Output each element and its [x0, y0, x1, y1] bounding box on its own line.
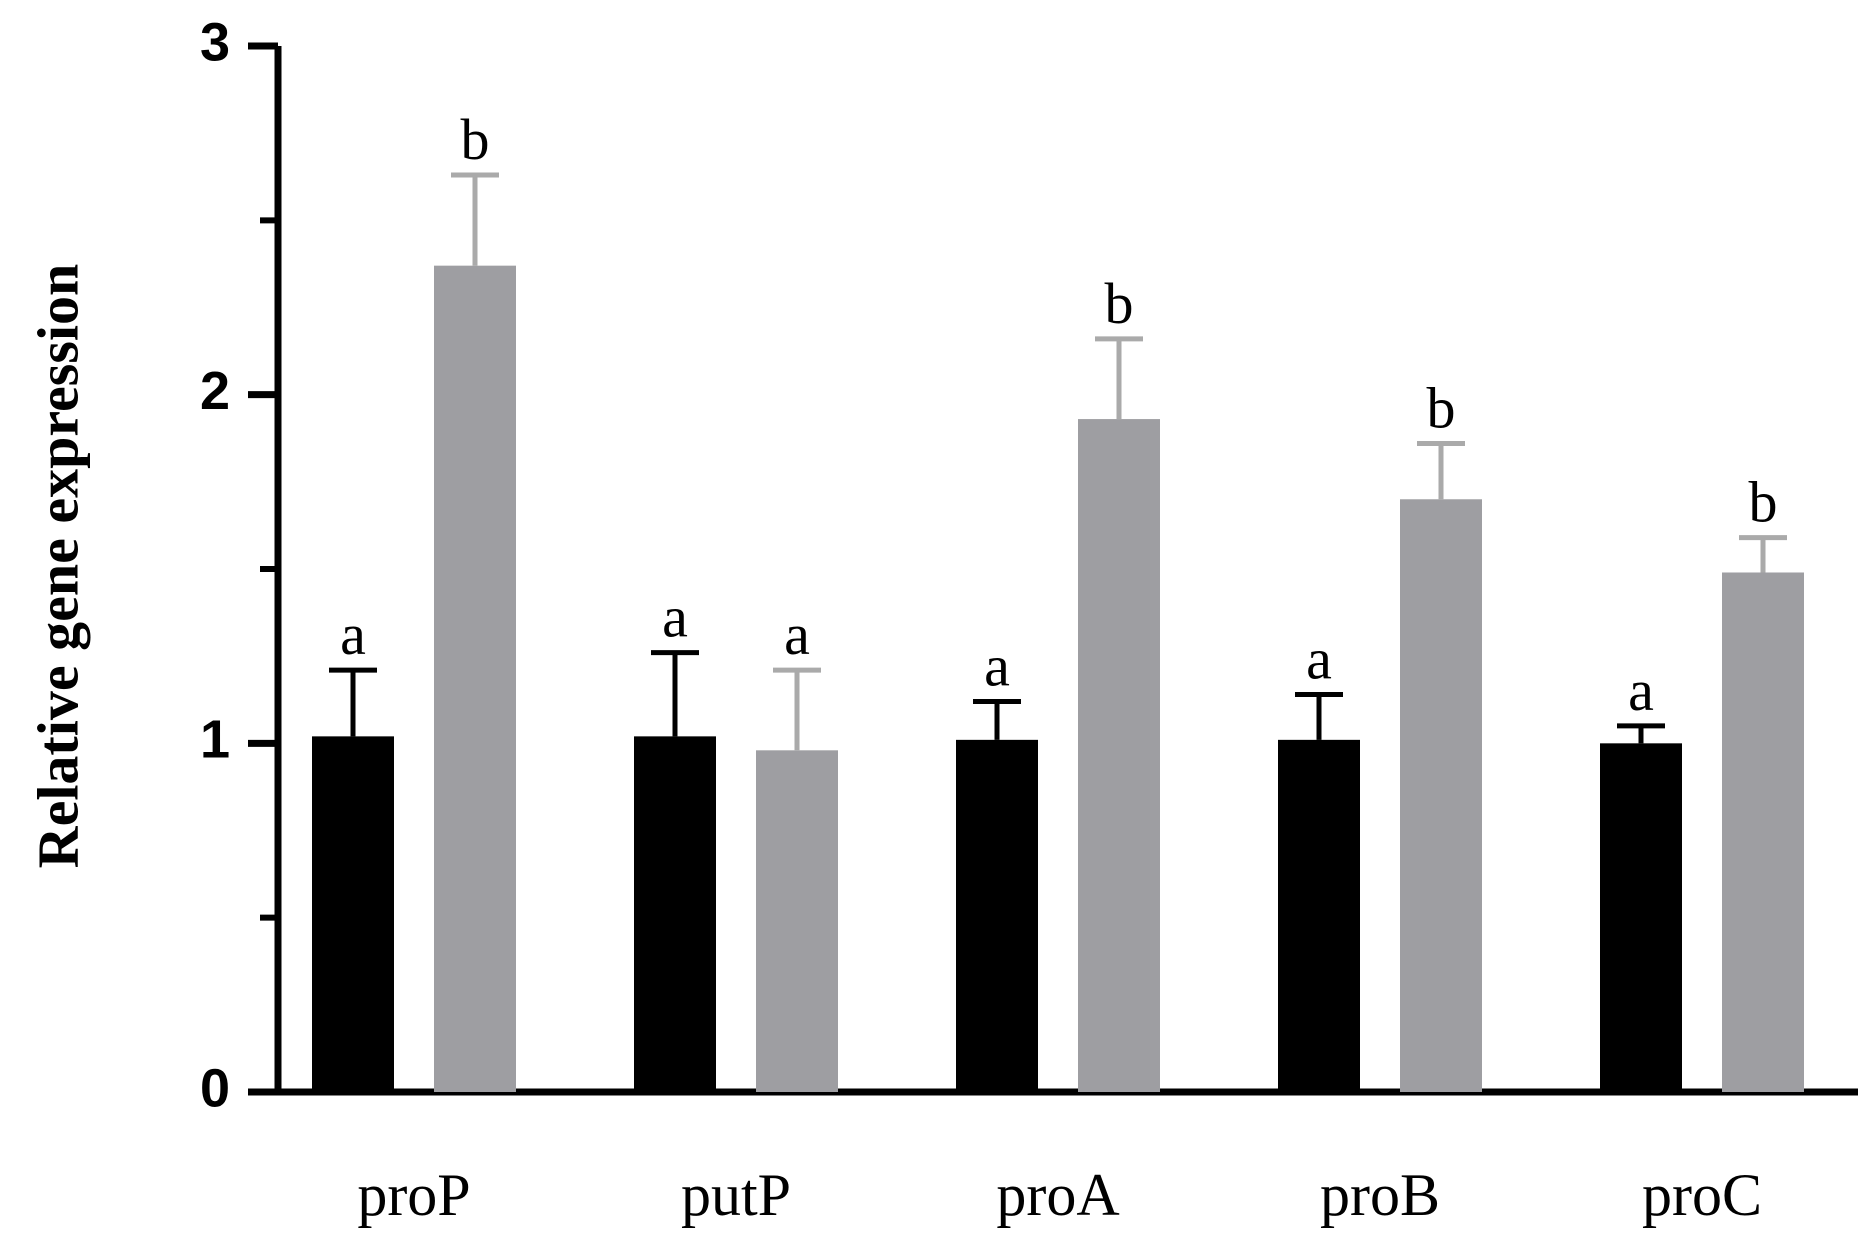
bar: [1400, 499, 1482, 1092]
category-label: proP: [357, 1162, 470, 1228]
bar: [756, 750, 838, 1092]
category-label: putP: [681, 1162, 791, 1228]
bar: [1722, 572, 1804, 1092]
significance-label: b: [1749, 470, 1778, 535]
error-bars: [329, 172, 1787, 751]
bars: [312, 265, 1804, 1092]
category-labels: proP putP proA proB proC: [357, 1162, 1762, 1228]
bar: [1078, 419, 1160, 1092]
category-label: proB: [1320, 1162, 1440, 1228]
category-label: proA: [996, 1162, 1119, 1228]
category-label: proC: [1642, 1162, 1762, 1228]
significance-label: a: [784, 602, 810, 667]
significance-label: a: [1306, 627, 1332, 692]
bar: [312, 736, 394, 1092]
significance-label: b: [1427, 375, 1456, 440]
significance-label: a: [984, 633, 1010, 698]
y-tick-label: 0: [200, 1058, 230, 1118]
significance-label: b: [461, 107, 490, 172]
y-tick-label: 2: [200, 361, 230, 421]
significance-label: a: [1628, 658, 1654, 723]
significance-label: a: [340, 602, 366, 667]
significance-labels: a b a a a b a b a b: [340, 107, 1777, 723]
bar: [434, 265, 516, 1092]
significance-label: a: [662, 585, 688, 650]
bar: [634, 736, 716, 1092]
y-axis: 0 1 2 3: [200, 12, 282, 1118]
y-tick-label: 1: [200, 710, 230, 770]
y-tick-label: 3: [200, 12, 230, 72]
bar: [956, 739, 1038, 1092]
y-axis-title: Relative gene expression: [25, 264, 90, 869]
significance-label: b: [1105, 271, 1134, 336]
bar: [1600, 743, 1682, 1092]
bar: [1278, 739, 1360, 1092]
